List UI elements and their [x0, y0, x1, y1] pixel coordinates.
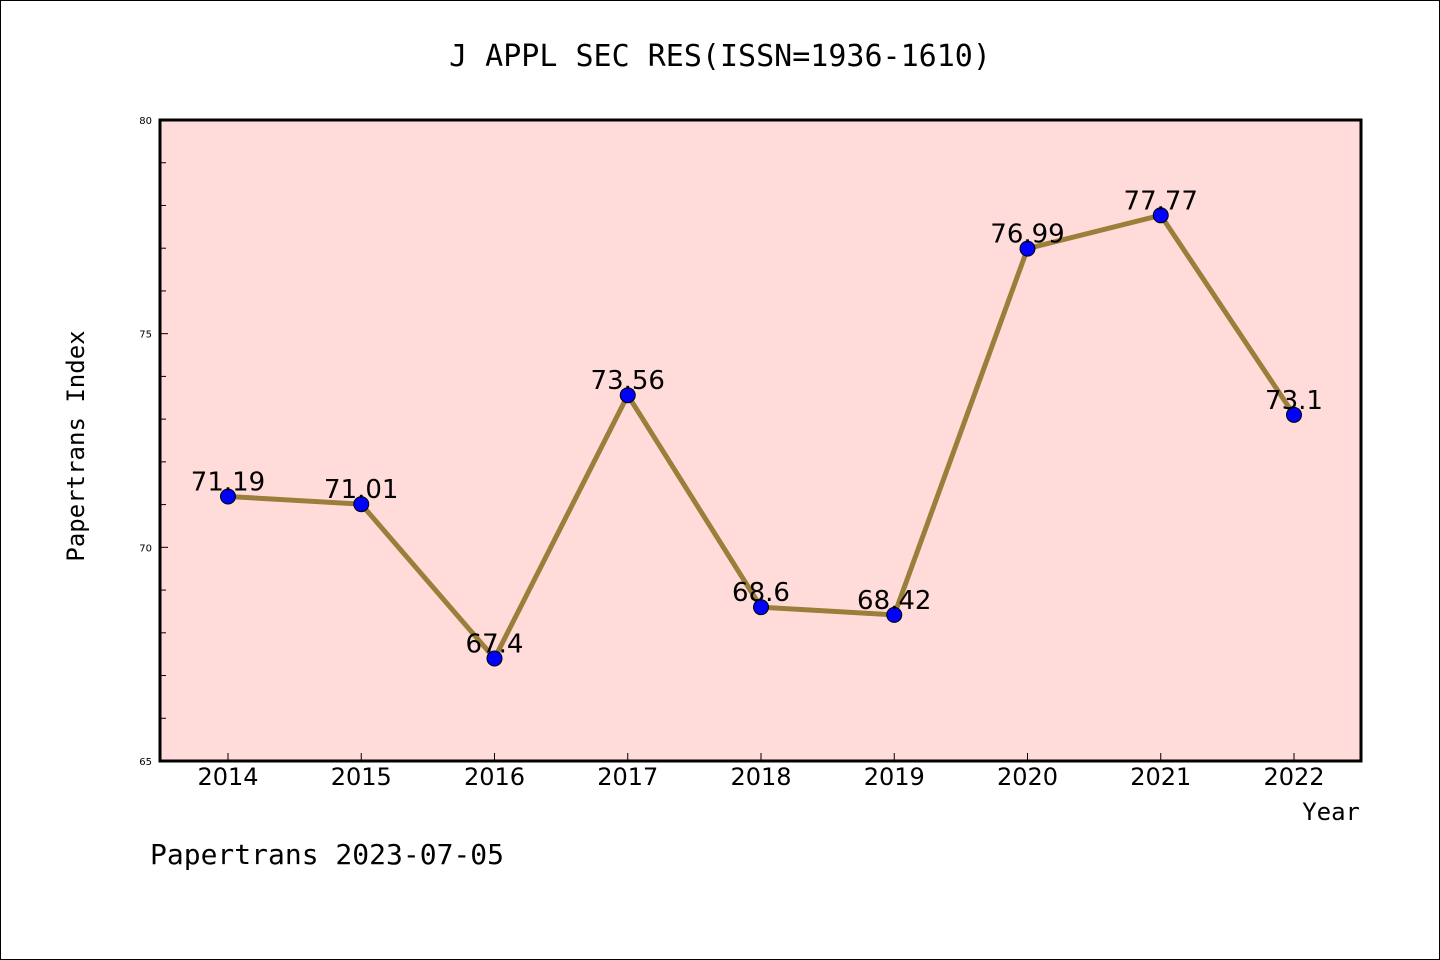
y-tick-label: 65	[139, 757, 152, 768]
data-label: 68.6	[732, 578, 790, 608]
data-point	[1286, 406, 1302, 423]
footer-text: Papertrans 2023-07-05	[150, 838, 504, 871]
x-tick-label: 2018	[730, 763, 791, 791]
data-points	[220, 207, 1302, 667]
y-axis-label: Papertrans Index	[62, 330, 90, 561]
x-tick-label: 2017	[597, 763, 658, 791]
x-tick-label: 2015	[331, 763, 392, 791]
y-tick-label: 70	[139, 543, 152, 554]
x-tick-label: 2021	[1130, 763, 1191, 791]
data-label: 76.99	[990, 220, 1064, 250]
x-tick-label: 2022	[1263, 763, 1324, 791]
chart-title: J APPL SEC RES(ISSN=1936-1610)	[449, 39, 991, 74]
x-tick-label: 2014	[197, 763, 258, 791]
data-label: 67.4	[466, 629, 524, 659]
data-point	[619, 387, 636, 404]
plot-area	[158, 118, 1363, 763]
data-label: 77.77	[1124, 186, 1198, 216]
y-tick-label: 75	[139, 330, 152, 341]
data-point	[220, 488, 236, 505]
data-label: 68.42	[857, 586, 931, 616]
data-label: 71.19	[191, 467, 265, 497]
data-point	[1152, 207, 1169, 224]
data-label: 73.1	[1265, 386, 1323, 416]
y-axis: 65 70 75 80	[139, 116, 168, 768]
data-point	[886, 606, 903, 623]
x-tick-label: 2020	[997, 763, 1058, 791]
x-tick-label: 2019	[864, 763, 925, 791]
data-point	[486, 650, 503, 667]
data-point	[1019, 240, 1036, 257]
data-point	[753, 599, 769, 616]
x-axis: 2014 2015 2016 2017 2018 2019 2020 2021 2022	[197, 753, 1325, 791]
data-label: 71.01	[324, 475, 398, 505]
x-axis-label: Year	[1302, 798, 1360, 826]
x-tick-label: 2016	[464, 763, 525, 791]
y-tick-label: 80	[139, 116, 152, 127]
data-labels: 71.19 71.01 67.4 73.56 68.6 68.42 76.99 77.77 73…	[191, 186, 1323, 659]
data-label: 73.56	[591, 366, 665, 396]
data-point	[353, 496, 370, 513]
